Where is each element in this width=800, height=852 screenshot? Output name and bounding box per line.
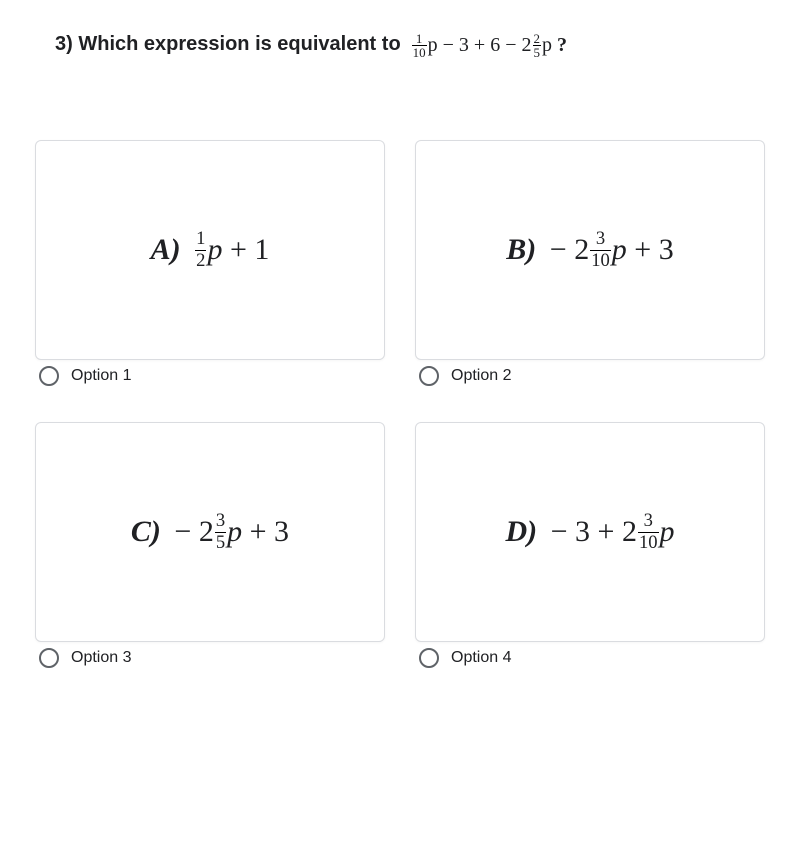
fraction-icon: 310 [638, 512, 659, 552]
radio-label: Option 3 [71, 649, 131, 667]
radio-icon [419, 648, 439, 668]
radio-icon [39, 366, 59, 386]
radio-label: Option 1 [71, 367, 131, 385]
opt-c-var: p [227, 515, 242, 548]
opt-b-tail: + 3 [627, 233, 674, 266]
option-letter: C) [131, 515, 161, 548]
opt-c-prefix: − 2 [174, 515, 213, 548]
expr-tail: p [542, 34, 552, 56]
opt-b-var: p [612, 233, 627, 266]
opt-c-tail: + 3 [242, 515, 289, 548]
expr-mid: p − 3 + 6 − 2 [428, 34, 532, 56]
question-row: 3) Which expression is equivalent to 1 1… [30, 30, 770, 60]
radio-option-1[interactable]: Option 1 [35, 360, 385, 404]
question-mark: ? [557, 34, 567, 56]
fraction-icon: 35 [215, 512, 226, 552]
option-card-c[interactable]: C) − 235p + 3 [35, 422, 385, 642]
option-card-d[interactable]: D) − 3 + 2310p [415, 422, 765, 642]
question-number: 3) [55, 33, 73, 55]
radio-option-3[interactable]: Option 3 [35, 642, 385, 686]
radio-icon [39, 648, 59, 668]
option-letter: A) [151, 233, 181, 266]
opt-d-prefix: − 3 + 2 [551, 515, 637, 548]
fraction-1-10: 1 10 [412, 32, 427, 59]
opt-a-var: p [207, 233, 222, 266]
fraction-2-5: 2 5 [533, 32, 542, 59]
fraction-icon: 310 [590, 230, 611, 270]
option-card-b[interactable]: B) − 2310p + 3 [415, 140, 765, 360]
option-cell-a: A) 12p + 1 Option 1 [35, 140, 385, 404]
option-letter: B) [506, 233, 536, 266]
radio-option-2[interactable]: Option 2 [415, 360, 765, 404]
option-cell-d: D) − 3 + 2310p Option 4 [415, 422, 765, 686]
opt-d-var: p [660, 515, 675, 548]
fraction-icon: 12 [195, 230, 206, 270]
question-body: Which expression is equivalent to [78, 33, 400, 55]
question-expression: 1 10 p − 3 + 6 − 2 2 5 p ? [411, 30, 567, 60]
opt-b-prefix: − 2 [550, 233, 589, 266]
option-letter: D) [505, 515, 537, 548]
question-text: 3) Which expression is equivalent to [55, 30, 401, 58]
options-grid: A) 12p + 1 Option 1 B) − 2310p + 3 Optio… [30, 140, 770, 686]
opt-a-tail: + 1 [222, 233, 269, 266]
option-cell-b: B) − 2310p + 3 Option 2 [415, 140, 765, 404]
option-cell-c: C) − 235p + 3 Option 3 [35, 422, 385, 686]
radio-option-4[interactable]: Option 4 [415, 642, 765, 686]
radio-label: Option 4 [451, 649, 511, 667]
radio-icon [419, 366, 439, 386]
radio-label: Option 2 [451, 367, 511, 385]
option-card-a[interactable]: A) 12p + 1 [35, 140, 385, 360]
